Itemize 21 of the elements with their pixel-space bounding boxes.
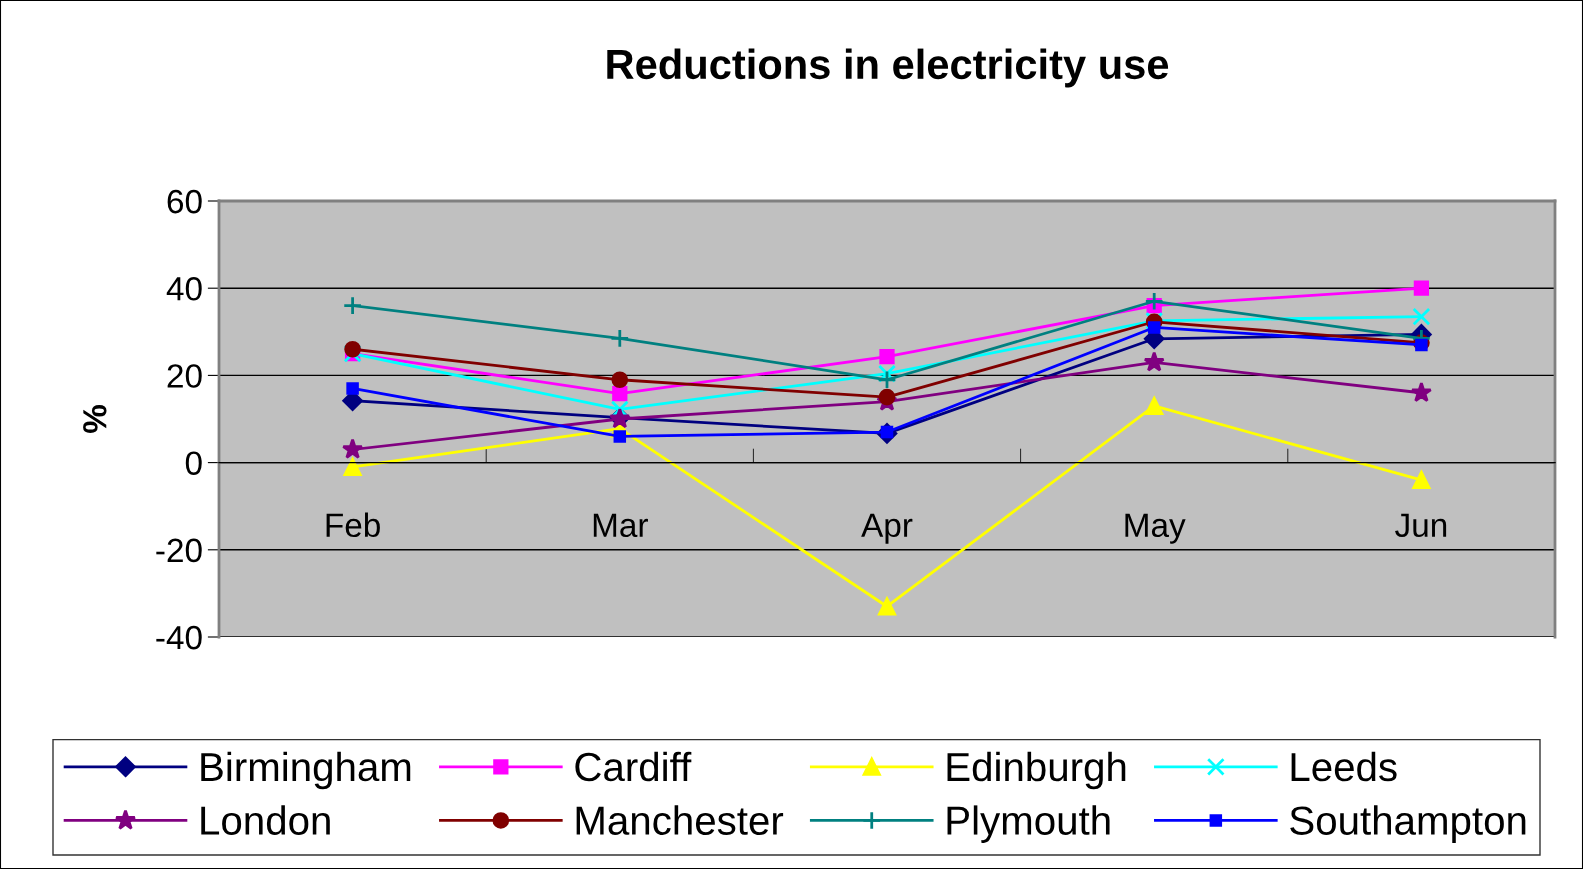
y-tick-label: 0 [185,451,202,476]
y-tick-label: 60 [167,189,202,214]
chart-title: Reductions in electricity use [607,48,1169,88]
y-tick-label: 20 [167,364,202,388]
y-tick-label: -20 [156,538,202,563]
x-tick-label: Jun [1395,513,1447,538]
x-tick-label: Mar [593,513,648,538]
legend-label: Southampton [1290,805,1526,843]
x-tick-label: Feb [326,512,380,538]
y-tick-label: 40 [166,277,202,301]
legend-label: Plymouth [947,805,1110,843]
x-tick-label: Apr [861,513,913,544]
legend-label: Cardiff [575,751,692,782]
legend-label: Leeds [1291,751,1397,782]
y-tick-label: -40 [156,625,202,650]
legend-label: Manchester [576,805,784,835]
x-tick-label: May [1125,513,1186,544]
y-axis-title: % [83,405,107,433]
legend-label: Birmingham [201,751,411,790]
legend-label: London [201,805,330,835]
legend-label: Edinburgh [947,751,1126,790]
